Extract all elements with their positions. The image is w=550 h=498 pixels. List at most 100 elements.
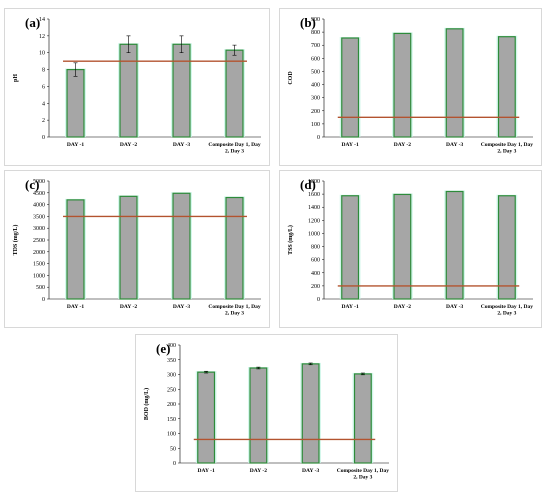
bar <box>355 374 372 463</box>
category-label: DAY -1 <box>342 304 359 310</box>
bar <box>120 196 137 299</box>
y-tick-label: 3000 <box>33 226 45 232</box>
y-tick-label: 400 <box>167 343 176 349</box>
category-label: Composite Day 1, Day 2, Day 3 <box>481 142 533 155</box>
y-axis-label: TSS (mg/L) <box>287 225 294 255</box>
y-tick-label: 600 <box>311 56 320 62</box>
category-label: DAY -3 <box>446 142 463 148</box>
y-tick-label: 6 <box>42 84 45 90</box>
bar <box>226 50 243 137</box>
y-tick-label: 600 <box>311 258 320 264</box>
bar <box>302 364 319 463</box>
bar <box>120 44 137 137</box>
category-label: DAY -1 <box>67 304 84 310</box>
category-label: DAY -3 <box>446 304 463 310</box>
chart-panel-a: (a) 0 2 4 6 8 10 12 14 pH DAY -1 DAY -2 DAY -3 Compos… <box>4 8 270 166</box>
y-tick-label: 4500 <box>33 191 45 197</box>
y-tick-label: 2000 <box>33 250 45 256</box>
category-label: DAY -2 <box>250 468 267 474</box>
bar <box>173 193 190 299</box>
bar <box>394 33 411 137</box>
category-label: DAY -1 <box>198 468 215 474</box>
chart-panel-e: (e) 0 50 100 150 200 250 300 350 400 BOD (mg/L) DAY… <box>135 334 398 492</box>
category-label: Composite Day 1, Day 2, Day 3 <box>208 304 260 317</box>
y-tick-label: 350 <box>167 358 176 364</box>
bar <box>173 44 190 137</box>
y-tick-label: 10 <box>39 51 45 57</box>
y-tick-label: 400 <box>311 271 320 277</box>
bar <box>446 29 463 137</box>
panel-label: (a) <box>25 15 40 30</box>
chart-panel-d: (d) 0 200 400 600 800 1000 1200 1400 1600 1800 TSS … <box>279 170 542 328</box>
category-label: Composite Day 1, Day 2, Day 3 <box>337 468 389 481</box>
y-tick-label: 4000 <box>33 203 45 209</box>
y-tick-label: 200 <box>311 109 320 115</box>
y-tick-label: 2500 <box>33 238 45 244</box>
bar <box>499 196 516 299</box>
bar <box>446 191 463 299</box>
bar <box>198 372 215 463</box>
bar <box>342 38 359 137</box>
y-tick-label: 400 <box>311 83 320 89</box>
y-tick-label: 100 <box>311 122 320 128</box>
y-tick-label: 700 <box>311 43 320 49</box>
y-tick-label: 12 <box>39 34 45 40</box>
y-tick-label: 800 <box>311 30 320 36</box>
y-tick-label: 300 <box>167 373 176 379</box>
y-tick-label: 250 <box>167 387 176 393</box>
chart-svg-e: (e)050100150200250300350400BOD (mg/L)DAY… <box>136 335 397 491</box>
y-axis-label: COD <box>288 71 294 85</box>
category-label: DAY -2 <box>394 142 411 148</box>
y-tick-label: 0 <box>173 461 176 467</box>
chart-svg-d: (d) 0 200 400 600 800 1000 1200 1400 1600 1800 TSS … <box>280 171 541 327</box>
bar <box>342 196 359 299</box>
category-label: Composite Day 1, Day 2, Day 3 <box>208 142 260 155</box>
y-tick-label: 1600 <box>308 192 320 198</box>
y-tick-label: 1200 <box>308 218 320 224</box>
y-tick-label: 150 <box>167 417 176 423</box>
y-tick-label: 300 <box>311 96 320 102</box>
y-tick-label: 2 <box>42 118 45 124</box>
y-tick-label: 900 <box>311 17 320 23</box>
chart-svg-b: (b) 0 100 200 300 400 500 600 700 800 900 COD DAY -1… <box>280 9 541 165</box>
y-tick-label: 200 <box>167 402 176 408</box>
bar <box>67 70 84 137</box>
y-tick-label: 500 <box>36 285 45 291</box>
y-tick-label: 200 <box>311 284 320 290</box>
chart-svg-c: (c) 0 500 1000 1500 2000 2500 3000 3500 4000 4500 5… <box>5 171 269 327</box>
bar <box>499 37 516 137</box>
y-tick-label: 1400 <box>308 205 320 211</box>
category-label: DAY -3 <box>173 304 190 310</box>
y-tick-label: 500 <box>311 69 320 75</box>
category-label: Composite Day 1, Day 2, Day 3 <box>481 304 533 317</box>
y-axis-label: pH <box>13 74 19 82</box>
y-tick-label: 1000 <box>308 231 320 237</box>
y-tick-label: 0 <box>42 297 45 303</box>
y-tick-label: 3500 <box>33 214 45 220</box>
bar <box>250 368 267 463</box>
y-tick-label: 1500 <box>33 262 45 268</box>
chart-svg-a: (a) 0 2 4 6 8 10 12 14 pH DAY -1 DAY -2 DAY -3 Compos… <box>5 9 269 165</box>
y-tick-label: 0 <box>317 297 320 303</box>
category-label: DAY -1 <box>342 142 359 148</box>
y-axis-label: TDS (mg/L) <box>12 225 19 256</box>
category-label: DAY -2 <box>394 304 411 310</box>
y-tick-label: 800 <box>311 245 320 251</box>
y-tick-label: 50 <box>170 446 176 452</box>
y-tick-label: 1000 <box>33 273 45 279</box>
bar <box>226 198 243 299</box>
y-tick-label: 8 <box>42 68 45 74</box>
chart-panel-c: (c) 0 500 1000 1500 2000 2500 3000 3500 4000 4500 5… <box>4 170 270 328</box>
category-label: DAY -1 <box>67 142 84 148</box>
y-tick-label: 0 <box>42 135 45 141</box>
y-axis-label: BOD (mg/L) <box>143 388 150 420</box>
category-label: DAY -2 <box>120 142 137 148</box>
category-label: DAY -2 <box>120 304 137 310</box>
y-tick-label: 4 <box>42 101 45 107</box>
bar <box>67 200 84 299</box>
y-tick-label: 14 <box>39 17 45 23</box>
y-tick-label: 0 <box>317 135 320 141</box>
y-tick-label: 1800 <box>308 179 320 185</box>
y-tick-label: 5000 <box>33 179 45 185</box>
chart-panel-b: (b) 0 100 200 300 400 500 600 700 800 900 COD DAY -1… <box>279 8 542 166</box>
